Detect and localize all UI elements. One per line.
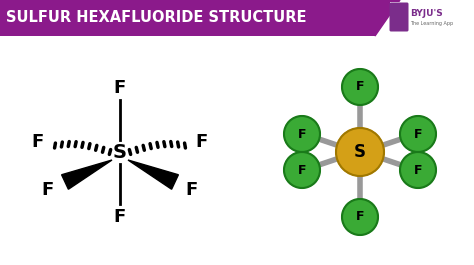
Text: F: F	[42, 181, 54, 199]
Text: The Learning App: The Learning App	[410, 20, 453, 25]
Text: S: S	[354, 143, 366, 161]
Text: F: F	[298, 127, 306, 140]
Text: S: S	[113, 143, 127, 161]
Text: BYJU'S: BYJU'S	[410, 8, 443, 17]
Text: F: F	[114, 79, 126, 97]
FancyBboxPatch shape	[390, 2, 409, 32]
Text: F: F	[196, 133, 208, 151]
Text: F: F	[356, 210, 364, 223]
Text: F: F	[414, 164, 422, 176]
Circle shape	[400, 152, 436, 188]
Polygon shape	[62, 160, 112, 189]
Text: F: F	[32, 133, 44, 151]
Polygon shape	[375, 0, 400, 36]
Text: F: F	[186, 181, 198, 199]
Circle shape	[400, 116, 436, 152]
Circle shape	[284, 152, 320, 188]
Bar	[0, 0, 375, 36]
Text: F: F	[114, 208, 126, 226]
Bar	[390, 2, 472, 34]
Circle shape	[342, 199, 378, 235]
Text: F: F	[298, 164, 306, 176]
Circle shape	[284, 116, 320, 152]
Circle shape	[342, 69, 378, 105]
Circle shape	[336, 128, 384, 176]
Text: SULFUR HEXAFLUORIDE STRUCTURE: SULFUR HEXAFLUORIDE STRUCTURE	[6, 11, 307, 25]
Text: F: F	[356, 81, 364, 94]
Text: F: F	[414, 127, 422, 140]
Polygon shape	[128, 160, 178, 189]
